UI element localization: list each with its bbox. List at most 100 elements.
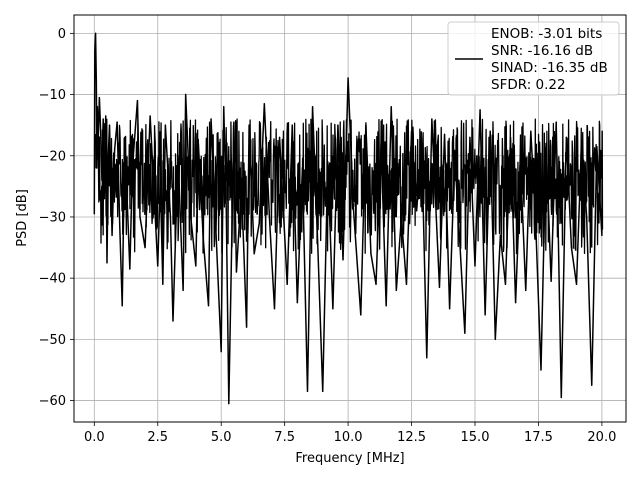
psd-point bbox=[207, 305, 210, 307]
psd-point bbox=[197, 142, 199, 145]
psd-point bbox=[97, 142, 99, 145]
x-tick-label: 17.5 bbox=[524, 430, 553, 445]
psd-point bbox=[509, 136, 512, 139]
psd-point bbox=[106, 262, 108, 264]
psd-point bbox=[286, 283, 288, 285]
psd-point bbox=[454, 155, 456, 157]
psd-point bbox=[535, 228, 537, 230]
psd-point bbox=[570, 246, 573, 249]
psd-point bbox=[164, 124, 166, 126]
psd-point bbox=[149, 115, 151, 117]
psd-point bbox=[459, 240, 461, 243]
psd-point bbox=[102, 118, 104, 120]
x-tick-label: 0.0 bbox=[84, 430, 105, 445]
psd-point bbox=[144, 246, 146, 249]
x-axis-label: Frequency [MHz] bbox=[295, 451, 404, 466]
psd-point bbox=[93, 213, 95, 215]
x-tick-label: 10.0 bbox=[334, 430, 363, 445]
psd-point bbox=[601, 234, 603, 236]
psd-point bbox=[332, 308, 334, 310]
psd-point bbox=[555, 121, 557, 123]
psd-point bbox=[591, 384, 593, 386]
psd-point bbox=[550, 280, 552, 282]
psd-point bbox=[306, 390, 309, 392]
psd-point bbox=[220, 351, 222, 353]
psd-point bbox=[380, 142, 382, 145]
x-tick-label: 2.5 bbox=[147, 430, 168, 445]
psd-point bbox=[98, 97, 100, 99]
psd-point bbox=[540, 369, 542, 371]
psd-point bbox=[268, 216, 271, 218]
legend-sfdr: SFDR: 0.22 bbox=[491, 77, 566, 93]
psd-point bbox=[545, 142, 547, 145]
psd-point bbox=[111, 234, 113, 236]
psd-point bbox=[119, 222, 121, 224]
psd-point bbox=[263, 103, 265, 105]
legend: ENOB: -3.01 bits SNR: -16.16 dB SINAD: -… bbox=[447, 21, 620, 96]
psd-point bbox=[215, 234, 217, 236]
psd-point bbox=[95, 81, 97, 83]
psd-point bbox=[504, 283, 507, 285]
psd-point bbox=[235, 271, 238, 273]
x-tick-label: 7.5 bbox=[274, 430, 295, 445]
psd-point bbox=[105, 115, 107, 117]
psd-point bbox=[601, 130, 603, 132]
psd-point bbox=[443, 133, 446, 135]
psd-point bbox=[347, 77, 349, 79]
psd-point bbox=[159, 179, 161, 181]
y-tick-label: −10 bbox=[39, 88, 66, 103]
psd-point bbox=[121, 305, 123, 307]
psd-point bbox=[601, 228, 604, 230]
psd-point bbox=[94, 51, 96, 53]
psd-point bbox=[273, 308, 276, 310]
psd-series bbox=[93, 32, 604, 405]
psd-point bbox=[96, 167, 98, 169]
plot-frame bbox=[73, 14, 627, 423]
x-tick-label: 12.5 bbox=[397, 430, 426, 445]
psd-point bbox=[560, 396, 562, 399]
psd-point bbox=[253, 253, 255, 255]
psd-point bbox=[400, 216, 402, 218]
psd-point bbox=[575, 283, 578, 285]
psd-point bbox=[390, 106, 392, 108]
psd-point bbox=[479, 109, 481, 111]
psd-point bbox=[580, 139, 583, 142]
y-axis-label: PSD [dB] bbox=[15, 189, 30, 247]
psd-point bbox=[322, 390, 324, 392]
psd-point bbox=[426, 357, 428, 359]
psd-point bbox=[385, 305, 387, 307]
psd-point bbox=[182, 289, 184, 292]
psd-point bbox=[100, 130, 102, 132]
psd-point bbox=[114, 149, 116, 151]
psd-point bbox=[116, 121, 118, 123]
y-axis-ticks: 0 −10 −20 −30 −40 −50 −60 bbox=[39, 27, 74, 409]
legend-sinad: SINAD: -16.35 dB bbox=[491, 60, 608, 76]
psd-point bbox=[162, 283, 164, 285]
psd-point bbox=[438, 286, 441, 288]
psd-point bbox=[494, 338, 496, 340]
psd-point bbox=[139, 216, 141, 218]
legend-enob: ENOB: -3.01 bits bbox=[491, 26, 602, 42]
psd-point bbox=[405, 283, 408, 285]
y-tick-label: −60 bbox=[39, 394, 66, 409]
psd-point bbox=[449, 308, 451, 310]
psd-point bbox=[311, 106, 314, 108]
y-tick-label: −50 bbox=[39, 333, 66, 348]
psd-point bbox=[172, 320, 174, 322]
psd-point bbox=[245, 326, 248, 328]
psd-point bbox=[317, 240, 319, 243]
psd-point bbox=[596, 145, 598, 148]
psd-point bbox=[96, 106, 98, 108]
psd-point bbox=[195, 265, 197, 267]
psd-point bbox=[103, 198, 106, 200]
psd-point bbox=[375, 283, 377, 285]
psd-point bbox=[395, 289, 397, 292]
psd-point bbox=[223, 106, 225, 108]
psd-point bbox=[327, 161, 329, 163]
x-tick-label: 15.0 bbox=[461, 430, 490, 445]
legend-snr: SNR: -16.16 dB bbox=[491, 43, 593, 59]
psd-point bbox=[228, 403, 230, 405]
psd-point bbox=[301, 167, 304, 169]
psd-point bbox=[337, 124, 339, 126]
